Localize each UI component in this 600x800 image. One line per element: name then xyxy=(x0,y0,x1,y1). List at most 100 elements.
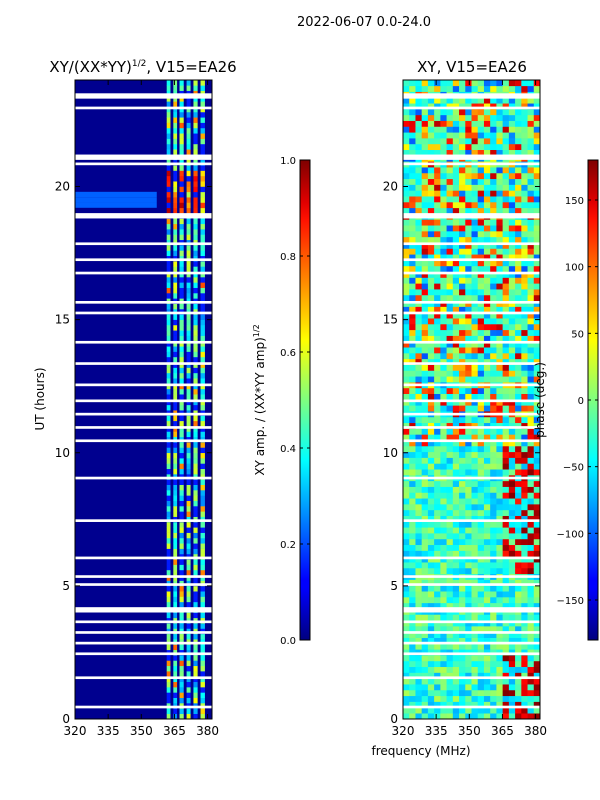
phase-cell xyxy=(471,225,479,232)
phase-cell xyxy=(434,707,441,714)
amp-band-cell xyxy=(200,623,205,629)
phase-cell xyxy=(452,405,460,412)
amp-band-cell xyxy=(200,697,205,704)
phase-cell xyxy=(415,649,422,656)
phase-cell xyxy=(483,707,491,714)
phase-cell xyxy=(415,486,422,493)
amp-band-cell xyxy=(186,229,191,235)
amp-band-cell xyxy=(179,324,184,331)
phase-cell xyxy=(434,376,441,383)
phase-cell xyxy=(477,283,485,290)
phase-cell xyxy=(471,538,479,546)
phase-cell xyxy=(452,376,460,383)
phase-cell xyxy=(452,544,460,551)
amp-band-cell xyxy=(166,394,171,400)
phase-cell xyxy=(508,416,516,424)
phase-cell xyxy=(459,422,466,429)
phase-cell xyxy=(415,498,422,505)
flagged-row xyxy=(75,242,212,246)
phase-cell xyxy=(527,591,535,598)
phase-cell xyxy=(434,678,441,685)
flagged-row xyxy=(403,652,540,656)
phase-cell xyxy=(403,480,410,487)
phase-cell xyxy=(427,591,435,598)
phase-cell xyxy=(483,509,491,516)
left-ylabel: UT (hours) xyxy=(33,367,47,430)
phase-cell xyxy=(477,445,485,453)
phase-cell xyxy=(471,649,479,656)
phase-cell xyxy=(434,405,441,412)
phase-cell xyxy=(515,567,522,575)
amp-band-cell xyxy=(200,500,205,507)
phase-cell xyxy=(471,440,479,447)
phase-cell xyxy=(477,463,485,470)
phase-cell xyxy=(490,190,497,197)
amp-band-cell xyxy=(193,442,198,448)
phase-cell xyxy=(403,231,410,238)
amp-band-cell xyxy=(173,170,178,177)
phase-cell xyxy=(409,631,416,638)
phase-cell xyxy=(490,329,497,336)
phase-cell xyxy=(527,509,535,516)
phase-cell xyxy=(477,172,485,180)
phase-cell xyxy=(465,265,472,272)
phase-cell xyxy=(496,201,503,209)
phase-cell xyxy=(521,399,528,406)
phase-cell xyxy=(471,626,479,633)
phase-cell xyxy=(527,399,535,406)
phase-cell xyxy=(502,567,510,575)
amp-band-cell xyxy=(186,697,191,704)
flagged-row xyxy=(403,362,540,365)
amp-band-cell xyxy=(200,692,205,698)
phase-cell xyxy=(465,167,472,174)
phase-cell xyxy=(459,492,466,499)
phase-cell xyxy=(515,678,522,685)
amp-band-cell xyxy=(173,665,178,672)
phase-cell xyxy=(496,236,503,243)
amp-band-cell xyxy=(200,234,205,241)
phase-cell xyxy=(409,318,416,325)
phase-cell xyxy=(440,469,447,476)
phase-cell xyxy=(502,701,510,708)
phase-cell xyxy=(403,434,410,441)
amp-band-cell xyxy=(173,452,178,459)
amp-band-cell xyxy=(173,250,178,257)
phase-cell xyxy=(515,602,522,609)
phase-cell xyxy=(421,114,429,121)
phase-cell xyxy=(452,533,460,540)
phase-cell xyxy=(502,225,510,232)
phase-cell xyxy=(496,533,503,540)
amp-band-cell xyxy=(193,314,198,320)
phase-cell xyxy=(446,416,454,424)
phase-cell xyxy=(521,469,528,476)
phase-cell xyxy=(502,463,510,470)
phase-cell xyxy=(502,80,510,87)
phase-cell xyxy=(452,329,460,336)
amp-band-cell xyxy=(193,687,198,693)
phase-cell xyxy=(496,149,503,156)
amp-band-cell xyxy=(193,468,198,475)
amp-band-cell xyxy=(179,367,184,374)
amp-band-cell xyxy=(186,223,191,230)
amp-band-cell xyxy=(193,388,198,395)
phase-cell xyxy=(521,678,528,685)
phase-cell xyxy=(403,242,410,249)
phase-cell xyxy=(421,358,429,365)
phase-cell xyxy=(533,376,540,383)
amp-band-cell xyxy=(193,644,198,651)
phase-cell xyxy=(415,585,422,592)
amp-band-cell xyxy=(179,479,184,485)
phase-cell xyxy=(508,364,516,371)
phase-cell xyxy=(465,678,472,685)
phase-cell xyxy=(515,178,522,185)
amp-band-cell xyxy=(200,388,205,395)
amp-band-cell xyxy=(193,665,198,672)
left-plot-frame xyxy=(74,79,213,720)
phase-cell xyxy=(508,201,516,209)
phase-cell xyxy=(459,480,466,487)
phase-cell xyxy=(521,353,528,360)
amp-band-cell xyxy=(173,442,178,448)
phase-cell xyxy=(465,347,472,354)
phase-cell xyxy=(521,114,528,121)
phase-cell xyxy=(421,236,429,243)
